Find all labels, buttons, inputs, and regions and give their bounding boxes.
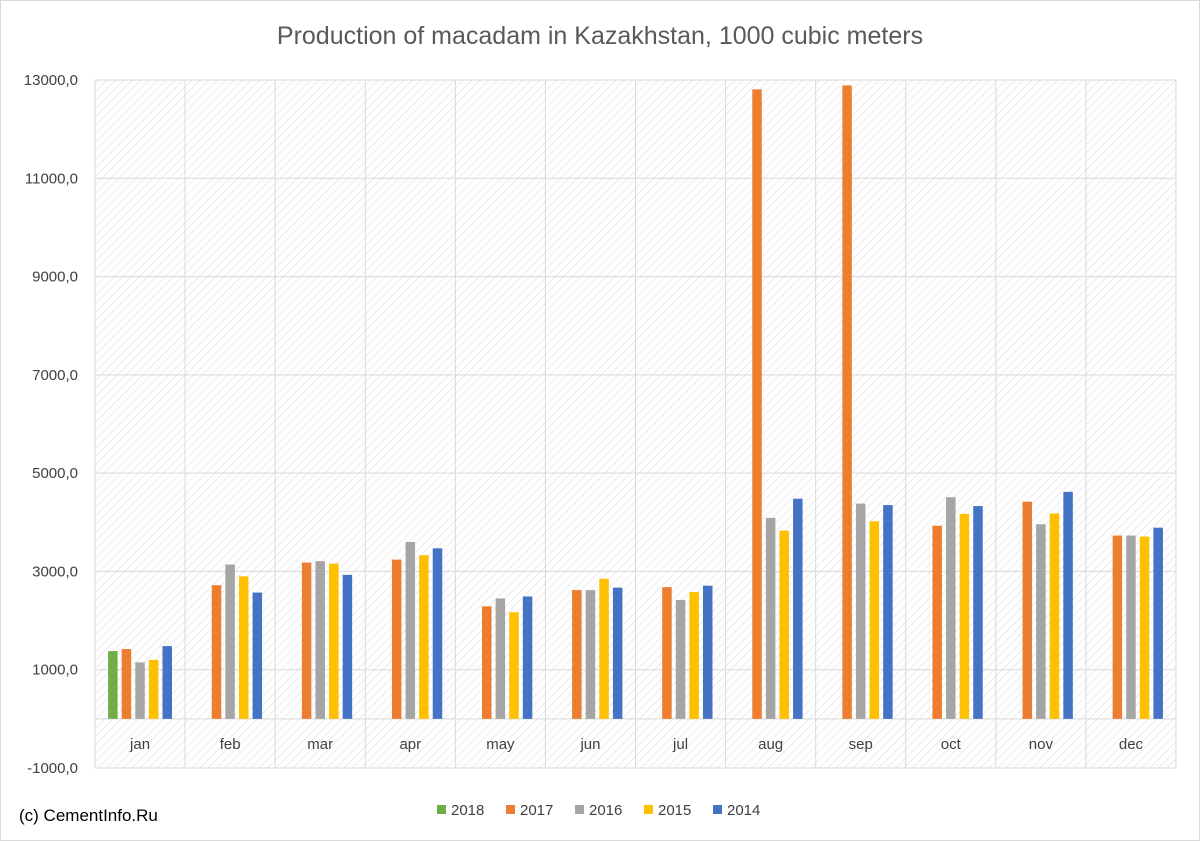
bar-2014-jan bbox=[162, 646, 172, 719]
bar-2016-jun bbox=[585, 590, 596, 719]
bar-2015-aug bbox=[779, 530, 789, 719]
x-category-label: nov bbox=[1029, 736, 1054, 753]
bar-2015-nov bbox=[1049, 513, 1060, 719]
x-category-label: jul bbox=[672, 736, 688, 753]
bar-2016-feb bbox=[225, 564, 235, 719]
bar-2015-jul bbox=[689, 592, 699, 719]
bar-2017-apr bbox=[391, 559, 402, 719]
legend-label-2018: 2018 bbox=[451, 802, 484, 819]
bar-2017-jun bbox=[572, 590, 582, 719]
y-tick-label: 1000,0 bbox=[32, 662, 78, 679]
y-axis: -1000,0 1000,0 3000,0 5000,0 7000,0 9000,0 110… bbox=[24, 72, 78, 777]
legend-swatch-2014 bbox=[713, 805, 722, 814]
legend-swatch-2016 bbox=[575, 805, 584, 814]
bar-2016-oct bbox=[946, 497, 956, 719]
bar-2015-feb bbox=[238, 576, 249, 719]
bar-2015-mar bbox=[329, 563, 339, 719]
bar-2018-jan bbox=[108, 651, 118, 719]
chart-title: Production of macadam in Kazakhstan, 100… bbox=[277, 22, 923, 50]
x-category-label: oct bbox=[941, 736, 962, 753]
bar-2015-jun bbox=[599, 578, 609, 719]
source-note: (c) CementInfo.Ru bbox=[19, 806, 158, 825]
x-category-label: feb bbox=[220, 736, 241, 753]
bars bbox=[108, 85, 1163, 719]
bar-2014-sep bbox=[883, 505, 893, 719]
x-category-label: mar bbox=[307, 736, 333, 753]
bar-2017-aug bbox=[752, 89, 762, 719]
y-tick-label: 9000,0 bbox=[32, 269, 78, 286]
legend-label-2016: 2016 bbox=[589, 802, 622, 819]
bar-2016-dec bbox=[1126, 535, 1136, 719]
bar-2015-jan bbox=[148, 659, 159, 719]
y-tick-label: -1000,0 bbox=[27, 760, 78, 777]
x-category-label: may bbox=[486, 736, 515, 753]
bar-2017-feb bbox=[211, 585, 222, 719]
legend-label-2017: 2017 bbox=[520, 802, 553, 819]
bar-2017-sep bbox=[842, 85, 852, 719]
bar-2016-aug bbox=[765, 517, 776, 719]
gridlines bbox=[94, 79, 1177, 769]
bar-2015-dec bbox=[1139, 536, 1150, 719]
bar-2015-oct bbox=[959, 513, 970, 719]
bar-2017-mar bbox=[301, 562, 312, 719]
bar-2016-apr bbox=[405, 541, 416, 719]
x-category-label: jun bbox=[579, 736, 600, 753]
bar-2015-apr bbox=[419, 555, 429, 719]
x-category-label: sep bbox=[849, 736, 873, 753]
bar-2014-mar bbox=[342, 574, 353, 719]
bar-2016-mar bbox=[315, 561, 325, 719]
bar-2017-jul bbox=[662, 587, 672, 719]
bar-2016-nov bbox=[1036, 524, 1046, 719]
bar-2014-feb bbox=[252, 592, 263, 719]
bar-2017-nov bbox=[1022, 501, 1033, 719]
x-category-label: dec bbox=[1119, 736, 1144, 753]
bar-2017-oct bbox=[932, 525, 942, 719]
bar-2014-jun bbox=[612, 587, 623, 719]
bar-2014-may bbox=[522, 596, 533, 719]
bar-2014-apr bbox=[432, 548, 443, 719]
bar-2015-sep bbox=[869, 521, 880, 719]
bar-2016-jan bbox=[135, 662, 145, 719]
bar-2014-nov bbox=[1063, 491, 1073, 719]
legend: 2018 2017 2016 2015 2014 bbox=[437, 802, 760, 819]
bar-2017-dec bbox=[1112, 535, 1123, 719]
legend-label-2014: 2014 bbox=[727, 802, 760, 819]
legend-swatch-2015 bbox=[644, 805, 653, 814]
y-tick-label: 5000,0 bbox=[32, 465, 78, 482]
legend-swatch-2017 bbox=[506, 805, 515, 814]
legend-label-2015: 2015 bbox=[658, 802, 691, 819]
x-category-label: jan bbox=[129, 736, 150, 753]
legend-swatch-2018 bbox=[437, 805, 446, 814]
bar-2017-may bbox=[482, 606, 492, 719]
bar-2014-jul bbox=[702, 585, 713, 719]
y-tick-label: 3000,0 bbox=[32, 563, 78, 580]
bar-2016-sep bbox=[855, 503, 866, 719]
bar-2016-may bbox=[495, 598, 506, 719]
bar-2014-aug bbox=[793, 498, 803, 719]
x-axis: jan feb mar apr may jun jul aug sep oct nov dec bbox=[129, 736, 1144, 753]
bar-2016-jul bbox=[675, 599, 686, 719]
x-category-label: apr bbox=[399, 736, 421, 753]
y-tick-label: 11000,0 bbox=[25, 170, 78, 187]
bar-2014-oct bbox=[973, 506, 983, 719]
y-tick-label: 13000,0 bbox=[24, 72, 78, 89]
bar-2014-dec bbox=[1153, 527, 1163, 719]
bar-2017-jan bbox=[121, 649, 132, 719]
bar-2015-may bbox=[509, 612, 519, 719]
y-tick-label: 7000,0 bbox=[32, 367, 78, 384]
x-category-label: aug bbox=[758, 736, 783, 753]
